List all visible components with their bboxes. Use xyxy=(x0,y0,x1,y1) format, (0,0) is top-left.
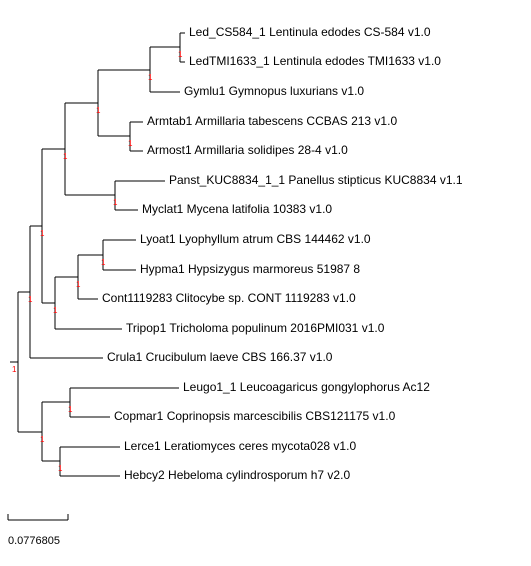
taxon-label[interactable]: Armtab1 Armillaria tabescens CCBAS 213 v… xyxy=(147,114,397,128)
taxon-label[interactable]: LedTMI1633_1 Lentinula edodes TMI1633 v1… xyxy=(189,54,441,68)
support-value: 1 xyxy=(76,280,80,289)
taxon-label[interactable]: Copmar1 Coprinopsis marcescibilis CBS121… xyxy=(114,409,395,423)
support-value: 1 xyxy=(28,295,32,304)
taxon-label[interactable]: Hypma1 Hypsizygus marmoreus 51987 8 xyxy=(140,262,360,276)
phylogenetic-tree-container: Led_CS584_1 Lentinula edodes CS-584 v1.0… xyxy=(0,0,531,566)
support-value: 1 xyxy=(96,106,100,115)
support-value: 1 xyxy=(12,365,16,374)
support-value: 1 xyxy=(101,258,105,267)
scale-bar xyxy=(8,514,68,520)
support-value: 1 xyxy=(40,435,44,444)
support-value: 1 xyxy=(178,50,182,59)
taxon-label[interactable]: Lerce1 Leratiomyces ceres mycota028 v1.0 xyxy=(124,439,356,453)
taxon-label[interactable]: Hebcy2 Hebeloma cylindrosporum h7 v2.0 xyxy=(124,468,350,482)
taxon-label[interactable]: Lyoat1 Lyophyllum atrum CBS 144462 v1.0 xyxy=(140,232,371,246)
support-value: 1 xyxy=(113,198,117,207)
support-value: 1 xyxy=(128,139,132,148)
taxon-label[interactable]: Tripop1 Tricholoma populinum 2016PMI031 … xyxy=(126,321,384,335)
taxon-label[interactable]: Cont1119283 Clitocybe sp. CONT 1119283 v… xyxy=(102,291,356,305)
support-value: 1 xyxy=(63,152,67,161)
support-value: 1 xyxy=(148,73,152,82)
support-value: 1 xyxy=(68,405,72,414)
taxon-label[interactable]: Myclat1 Mycena latifolia 10383 v1.0 xyxy=(142,202,332,216)
taxon-label[interactable]: Panst_KUC8834_1_1 Panellus stipticus KUC… xyxy=(169,173,463,187)
support-value: 1 xyxy=(58,464,62,473)
support-value: 1 xyxy=(40,229,44,238)
scale-label: 0.0776805 xyxy=(8,535,60,547)
taxon-label[interactable]: Crula1 Crucibulum laeve CBS 166.37 v1.0 xyxy=(107,350,332,364)
taxon-label[interactable]: Leugo1_1 Leucoagaricus gongylophorus Ac1… xyxy=(183,380,430,394)
support-value: 1 xyxy=(53,306,57,315)
taxon-label[interactable]: Gymlu1 Gymnopus luxurians v1.0 xyxy=(184,84,364,98)
taxon-label[interactable]: Led_CS584_1 Lentinula edodes CS-584 v1.0 xyxy=(189,25,431,39)
taxon-label[interactable]: Armost1 Armillaria solidipes 28-4 v1.0 xyxy=(147,143,348,157)
